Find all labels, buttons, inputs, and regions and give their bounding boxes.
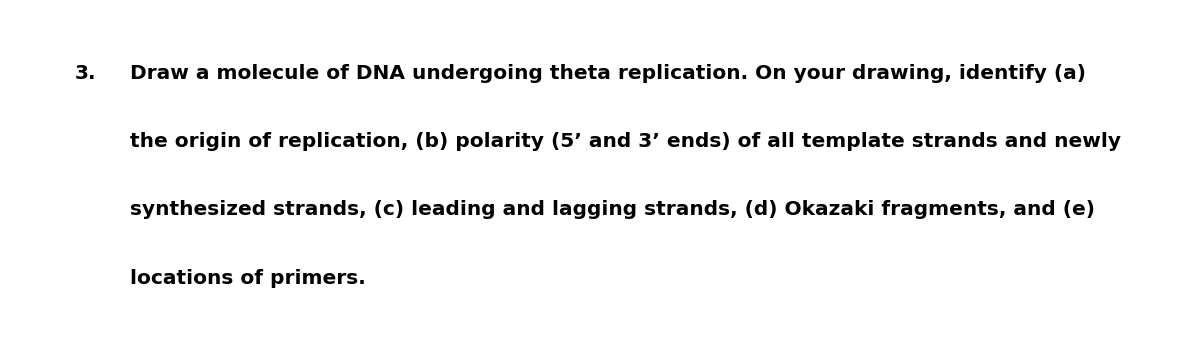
Text: the origin of replication, (b) polarity (5’ and 3’ ends) of all template strands: the origin of replication, (b) polarity …: [130, 132, 1121, 151]
Text: synthesized strands, (c) leading and lagging strands, (d) Okazaki fragments, and: synthesized strands, (c) leading and lag…: [130, 200, 1094, 219]
Text: Draw a molecule of DNA undergoing theta replication. On your drawing, identify (: Draw a molecule of DNA undergoing theta …: [130, 64, 1086, 83]
Text: locations of primers.: locations of primers.: [130, 268, 365, 287]
Text: 3.: 3.: [74, 64, 96, 83]
